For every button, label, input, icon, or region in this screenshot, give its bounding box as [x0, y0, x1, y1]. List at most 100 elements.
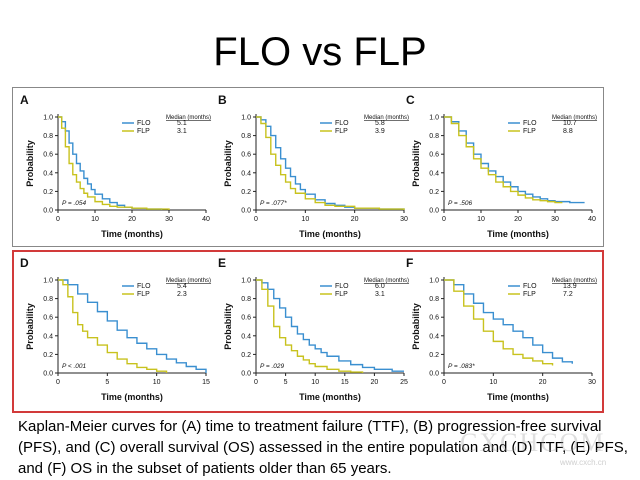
y-tick-label: 0.0: [241, 208, 251, 215]
x-tick-label: 20: [514, 216, 522, 223]
series-line-flp: [444, 279, 554, 366]
series-line-flp: [256, 279, 364, 373]
y-tick-label: 0.2: [241, 189, 251, 196]
y-tick-label: 0.6: [429, 315, 439, 322]
p-value: P = .029: [260, 363, 285, 370]
y-tick-label: 0.8: [429, 296, 439, 303]
km-chart-f: F 0.0 0.2 0.4 0.6 0.8 1.0 0 10 20 30 Time (months) P…: [406, 256, 597, 402]
y-tick-label: 1.0: [43, 115, 53, 122]
y-tick-label: 0.2: [241, 352, 251, 359]
x-tick-label: 0: [254, 216, 258, 223]
p-value: P < .001: [62, 363, 87, 370]
p-value: P = .083*: [448, 363, 475, 370]
x-tick-label: 15: [341, 379, 349, 386]
y-tick-label: 0.8: [241, 133, 251, 140]
y-tick-label: 0.0: [43, 371, 53, 378]
legend-median: 13.9: [563, 283, 577, 290]
y-tick-label: 0.2: [429, 352, 439, 359]
legend-median: 8.8: [563, 128, 573, 135]
y-tick-label: 1.0: [429, 278, 439, 285]
x-tick-label: 20: [371, 379, 379, 386]
panel-d: D 0.0 0.2 0.4 0.6 0.8 1.0 0 5 10 15 Time (months) Pr…: [18, 253, 218, 413]
panel-f: F 0.0 0.2 0.4 0.6 0.8 1.0 0 10 20 30 Time (months) P…: [404, 253, 604, 413]
x-tick-label: 10: [301, 216, 309, 223]
y-axis-label: Probability: [25, 303, 35, 350]
x-tick-label: 40: [202, 216, 210, 223]
series-line-flp: [444, 116, 563, 204]
legend-median: 3.1: [375, 291, 385, 298]
legend-label: FLO: [137, 120, 151, 127]
x-axis-label: Time (months): [299, 229, 361, 239]
y-tick-label: 0.4: [241, 170, 251, 177]
km-chart-d: D 0.0 0.2 0.4 0.6 0.8 1.0 0 5 10 15 Time (months) Pr…: [20, 256, 211, 402]
legend-header: Median (months): [166, 278, 211, 284]
x-tick-label: 20: [539, 379, 547, 386]
x-axis-label: Time (months): [101, 392, 163, 402]
legend-label: FLO: [523, 120, 537, 127]
x-tick-label: 5: [105, 379, 109, 386]
watermark-url: www.cxch.cn: [560, 458, 607, 467]
legend-label: FLO: [335, 120, 349, 127]
x-tick-label: 30: [165, 216, 173, 223]
panel-letter: F: [406, 256, 413, 270]
panel-letter: C: [406, 93, 415, 107]
y-axis-label: Probability: [411, 140, 421, 187]
y-tick-label: 0.2: [43, 189, 53, 196]
y-axis-label: Probability: [223, 140, 233, 187]
y-tick-label: 0.4: [43, 170, 53, 177]
y-axis-label: Probability: [223, 303, 233, 350]
legend-label: FLP: [335, 291, 348, 298]
x-tick-label: 25: [400, 379, 408, 386]
x-tick-label: 10: [311, 379, 319, 386]
top-panel-frame: [12, 87, 604, 247]
legend-median: 2.3: [177, 291, 187, 298]
x-axis-label: Time (months): [101, 229, 163, 239]
legend-label: FLP: [137, 128, 150, 135]
x-tick-label: 15: [202, 379, 210, 386]
y-tick-label: 0.0: [429, 371, 439, 378]
y-axis-label: Probability: [411, 303, 421, 350]
y-tick-label: 0.8: [429, 133, 439, 140]
series-line-flo: [58, 279, 207, 373]
x-axis-label: Time (months): [487, 392, 549, 402]
x-tick-label: 0: [56, 216, 60, 223]
series-line-flp: [256, 116, 405, 210]
x-tick-label: 0: [56, 379, 60, 386]
legend-label: FLP: [523, 291, 536, 298]
series-line-flo: [444, 279, 573, 364]
p-value: P = .077*: [260, 200, 287, 207]
y-tick-label: 0.6: [241, 315, 251, 322]
y-tick-label: 0.8: [43, 296, 53, 303]
legend-median: 10.7: [563, 120, 577, 127]
legend-median: 3.9: [375, 128, 385, 135]
x-tick-label: 20: [351, 216, 359, 223]
legend-label: FLO: [137, 283, 151, 290]
y-tick-label: 0.6: [43, 315, 53, 322]
x-tick-label: 30: [551, 216, 559, 223]
panel-c: C 0.0 0.2 0.4 0.6 0.8 1.0 0 10 20 30 40 Time (months…: [404, 90, 604, 250]
y-tick-label: 0.4: [429, 333, 439, 340]
watermark-logo: CXCHCOM: [460, 428, 606, 457]
y-tick-label: 0.6: [429, 152, 439, 159]
series-line-flp: [58, 116, 170, 210]
panel-a: A 0.0 0.2 0.4 0.6 0.8 1.0 0 10 20 30 40 Time (months…: [18, 90, 218, 250]
panel-b: B 0.0 0.2 0.4 0.6 0.8 1.0 0 10 20 30 Time (months) P…: [216, 90, 416, 250]
y-tick-label: 0.4: [43, 333, 53, 340]
x-tick-label: 0: [254, 379, 258, 386]
y-tick-label: 0.6: [241, 152, 251, 159]
x-tick-label: 20: [128, 216, 136, 223]
km-chart-a: A 0.0 0.2 0.4 0.6 0.8 1.0 0 10 20 30 40 Time (months…: [20, 93, 211, 239]
series-line-flo: [256, 279, 404, 372]
x-tick-label: 0: [442, 379, 446, 386]
panel-letter: A: [20, 93, 29, 107]
y-axis-label: Probability: [25, 140, 35, 187]
panel-e: E 0.0 0.2 0.4 0.6 0.8 1.0 0 5 10 15 20 25 Time (month…: [216, 253, 416, 413]
x-tick-label: 5: [284, 379, 288, 386]
y-tick-label: 0.2: [43, 352, 53, 359]
series-line-flo: [256, 116, 405, 210]
legend-label: FLO: [335, 283, 349, 290]
legend-header: Median (months): [364, 278, 409, 284]
km-chart-b: B 0.0 0.2 0.4 0.6 0.8 1.0 0 10 20 30 Time (months) P…: [218, 93, 409, 239]
legend-median: 5.8: [375, 120, 385, 127]
x-tick-label: 10: [153, 379, 161, 386]
